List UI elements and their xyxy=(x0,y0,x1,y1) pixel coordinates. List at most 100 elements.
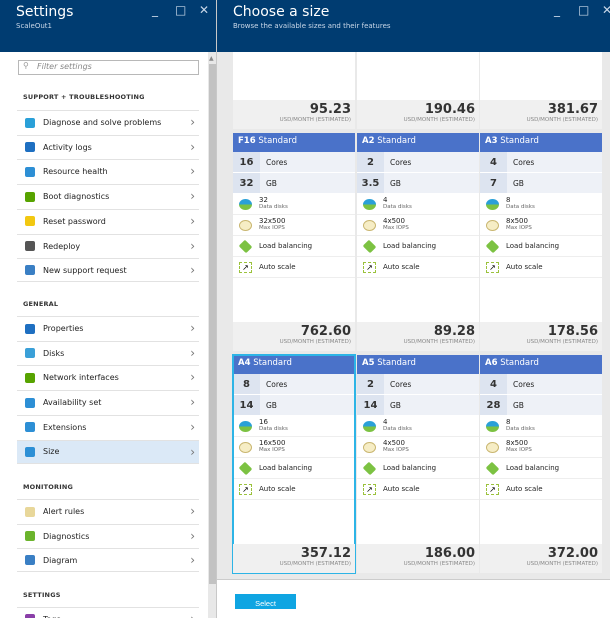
auto-scale-row: ↗ Auto scale xyxy=(233,257,355,278)
sidebar-item-size[interactable]: Size › xyxy=(17,439,199,464)
item-label: Disks xyxy=(43,348,65,358)
sidebar-item-disks[interactable]: Disks › xyxy=(17,340,199,365)
memory-row: 14 GB xyxy=(357,395,479,416)
disks-row: 32 Data disks xyxy=(233,194,355,215)
size-card-a3[interactable]: A3 Standard 4 Cores 7 GB 8 Data disks 8x500… xyxy=(480,133,602,351)
auto-scale-label: Auto scale xyxy=(383,262,420,271)
disks-value: 4 xyxy=(383,196,388,204)
sidebar-item-reset-password[interactable]: Reset password › xyxy=(17,208,199,233)
iops-row: 4x500 Max IOPS xyxy=(357,215,479,236)
auto-scale-row: ↗ Auto scale xyxy=(357,479,479,500)
iops-row: 4x500 Max IOPS xyxy=(357,437,479,458)
cores-value: 8 xyxy=(233,374,260,394)
person-icon xyxy=(25,265,35,276)
close-icon[interactable]: ✕ xyxy=(602,3,610,17)
price-area: 186.00 USD/MONTH (ESTIMATED) xyxy=(357,544,479,573)
size-tier: Standard xyxy=(253,358,292,368)
size-card-a2[interactable]: A2 Standard 2 Cores 3.5 GB 4 Data disks 4x5… xyxy=(357,133,479,351)
disks-label: Data disks xyxy=(259,426,288,432)
disks-label: Data disks xyxy=(506,204,535,210)
sidebar-item-extensions[interactable]: Extensions › xyxy=(17,414,199,439)
item-label: Availability set xyxy=(43,398,102,408)
sidebar-item-availability-set[interactable]: Availability set › xyxy=(17,390,199,414)
memory-value: 28 xyxy=(480,395,507,415)
select-button[interactable]: Select xyxy=(235,594,296,609)
size-card[interactable]: 95.23 USD/MONTH (ESTIMATED) xyxy=(233,52,355,129)
sidebar-item-properties[interactable]: Properties › xyxy=(17,316,199,340)
scrollbar[interactable]: ▲ xyxy=(208,52,216,618)
iops-row: 16x500 Max IOPS xyxy=(233,437,355,458)
auto-scale-label: Auto scale xyxy=(383,484,420,493)
choose-size-blade: 95.23 USD/MONTH (ESTIMATED) 190.46 USD/MONT… xyxy=(217,0,610,618)
load-balancing-label: Load balancing xyxy=(383,463,437,472)
close-icon[interactable]: ✕ xyxy=(199,3,210,17)
filter-settings-input[interactable]: ⚲ Filter settings xyxy=(18,60,199,75)
cores-label: Cores xyxy=(390,379,412,389)
item-label: Activity logs xyxy=(43,142,92,152)
chevron-right-icon: › xyxy=(190,528,195,543)
sidebar-item-new-support-request[interactable]: New support request › xyxy=(17,258,199,283)
memory-label: GB xyxy=(390,178,401,188)
cores-label: Cores xyxy=(390,157,412,167)
size-card-a5[interactable]: A5 Standard 2 Cores 14 GB 4 Data disks 4x50… xyxy=(357,355,479,573)
size-card[interactable]: 190.46 USD/MONTH (ESTIMATED) xyxy=(357,52,479,129)
gauge-icon xyxy=(486,441,499,453)
size-card-f16[interactable]: F16 Standard 16 Cores 32 GB 32 Data disks 3… xyxy=(233,133,355,351)
load-balancing-icon xyxy=(362,239,377,253)
sidebar-item-diagnose-and-solve-problems[interactable]: Diagnose and solve problems › xyxy=(17,110,199,134)
disks-row: 4 Data disks xyxy=(357,194,479,215)
item-label: Redeploy xyxy=(43,241,81,251)
size-card-a6[interactable]: A6 Standard 4 Cores 28 GB 8 Data disks 8x50… xyxy=(480,355,602,573)
sidebar-item-network-interfaces[interactable]: Network interfaces › xyxy=(17,365,199,389)
memory-label: GB xyxy=(266,400,277,410)
item-label: Extensions xyxy=(43,422,87,432)
log-icon xyxy=(25,142,35,153)
chevron-right-icon: › xyxy=(190,612,195,618)
memory-label: GB xyxy=(266,178,277,188)
scroll-up-icon[interactable]: ▲ xyxy=(209,55,214,62)
sidebar-item-alert-rules[interactable]: Alert rules › xyxy=(17,499,199,523)
sidebar-item-tags[interactable]: Tags › xyxy=(17,607,199,618)
card-header: A5 Standard xyxy=(357,355,479,374)
maximize-icon[interactable]: □ xyxy=(175,3,187,17)
sidebar-item-diagram[interactable]: Diagram › xyxy=(17,548,199,573)
section-label: SETTINGS xyxy=(23,591,61,599)
size-card[interactable]: 381.67 USD/MONTH (ESTIMATED) xyxy=(480,52,602,129)
cores-row: 4 Cores xyxy=(480,152,602,173)
price-unit: USD/MONTH (ESTIMATED) xyxy=(403,339,475,345)
chevron-right-icon: › xyxy=(190,553,195,568)
item-label: Properties xyxy=(43,324,84,333)
sidebar-item-activity-logs[interactable]: Activity logs › xyxy=(17,134,199,159)
sidebar-item-boot-diagnostics[interactable]: Boot diagnostics › xyxy=(17,184,199,208)
cores-label: Cores xyxy=(266,157,288,167)
minimize-icon[interactable]: _ xyxy=(152,3,158,17)
cores-row: 4 Cores xyxy=(480,374,602,395)
maximize-icon[interactable]: □ xyxy=(578,3,590,17)
minimize-icon[interactable]: _ xyxy=(554,3,560,17)
size-tier: Standard xyxy=(258,136,298,146)
cores-label: Cores xyxy=(513,157,535,167)
memory-row: 3.5 GB xyxy=(357,173,479,194)
load-balancing-icon xyxy=(238,239,253,253)
price: 95.23 xyxy=(309,102,351,117)
size-card-a4[interactable]: A4 Standard 8 Cores 14 GB 16 Data disks 16x… xyxy=(232,354,356,574)
scrollbar-thumb[interactable] xyxy=(209,64,216,584)
sidebar-item-resource-health[interactable]: Resource health › xyxy=(17,159,199,183)
chevron-right-icon: › xyxy=(190,395,195,410)
card-header: A2 Standard xyxy=(357,133,479,152)
disks-label: Data disks xyxy=(383,426,412,432)
gauge-icon xyxy=(25,506,35,517)
sidebar-item-redeploy[interactable]: Redeploy › xyxy=(17,233,199,258)
diagnostics-icon xyxy=(25,531,35,542)
search-icon: ⚲ xyxy=(23,61,29,70)
disks-value: 8 xyxy=(506,196,511,204)
item-label: Resource health xyxy=(43,167,108,177)
disk-stack-icon xyxy=(486,420,499,432)
item-label: Network interfaces xyxy=(43,373,119,383)
iops-value: 4x500 xyxy=(383,217,405,225)
boot-icon xyxy=(25,191,35,202)
price-unit: USD/MONTH (ESTIMATED) xyxy=(403,117,475,123)
sidebar-item-diagnostics[interactable]: Diagnostics › xyxy=(17,523,199,548)
price-area: 381.67 USD/MONTH (ESTIMATED) xyxy=(480,100,602,129)
price: 357.12 xyxy=(300,546,351,561)
